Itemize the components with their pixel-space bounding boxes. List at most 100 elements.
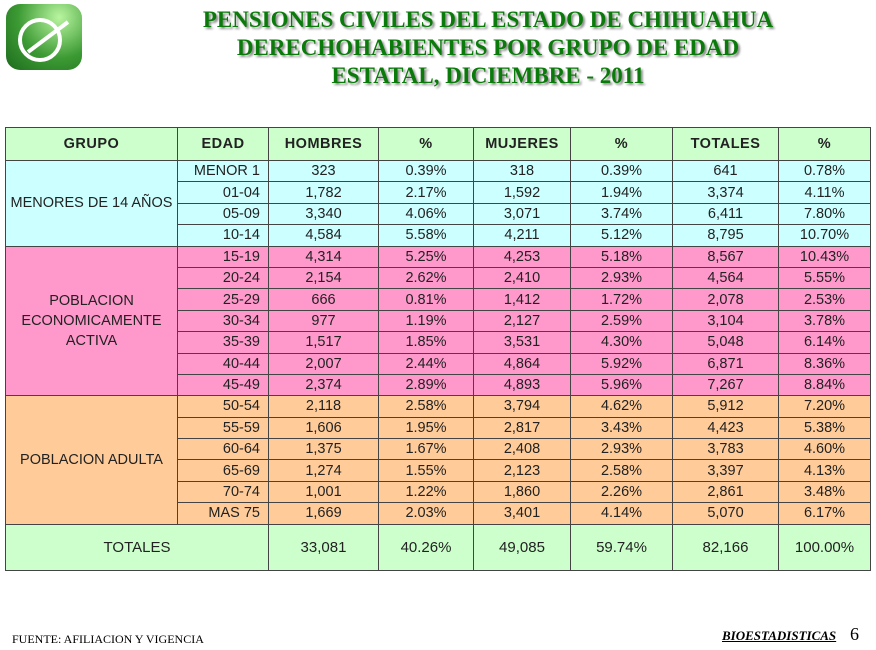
cell: 2,123	[473, 459, 571, 482]
logo	[6, 4, 82, 70]
cell: 20-24	[177, 266, 269, 290]
cell: 3.43%	[570, 416, 673, 440]
cell: 1,782	[268, 181, 379, 204]
cell: 3,397	[672, 459, 779, 482]
cell: 3,340	[268, 202, 379, 226]
column-header: EDAD	[177, 127, 269, 161]
cell: 35-39	[177, 331, 269, 354]
page-number: 6	[850, 624, 859, 644]
cell: 4,423	[672, 416, 779, 440]
cell: 2,374	[268, 373, 379, 397]
cell: 70-74	[177, 480, 269, 504]
column-header: TOTALES	[672, 127, 779, 161]
cell: 4,584	[268, 224, 379, 247]
cell: 1.72%	[570, 288, 673, 311]
group-label: POBLACION ADULTA	[5, 395, 178, 525]
department-label: BIOESTADISTICAS	[722, 628, 837, 643]
group-label: MENORES DE 14 AÑOS	[5, 160, 178, 247]
cell: 5.96%	[570, 373, 673, 397]
total-cell: TOTALES	[5, 523, 269, 571]
column-header: %	[378, 127, 474, 161]
table-row: 01-04 1,782 2.17% 1,592 1.94% 3,374 4.11%	[5, 181, 871, 204]
cell: 3.74%	[570, 202, 673, 226]
source-note: FUENTE: AFILIACION Y VIGENCIA	[12, 632, 204, 646]
cell: 1,375	[268, 438, 379, 461]
cell: 1.67%	[378, 438, 474, 461]
table-row: 70-74 1,001 1.22% 1,860 2.26% 2,861 3.48%	[5, 480, 871, 504]
cell: 1,274	[268, 459, 379, 482]
total-cell: 59.74%	[570, 523, 673, 571]
page-title: PENSIONES CIVILES DEL ESTADO DE CHIHUAHU…	[100, 6, 876, 90]
cell: 2,861	[672, 480, 779, 504]
cell: 1.95%	[378, 416, 474, 440]
cell: 1,412	[473, 288, 571, 311]
cell: 4.30%	[570, 331, 673, 354]
column-header: %	[778, 127, 871, 161]
cell: 10-14	[177, 224, 269, 247]
cell: 3,071	[473, 202, 571, 226]
table-row: 40-44 2,007 2.44% 4,864 5.92% 6,871 8.36%	[5, 352, 871, 375]
cell: 1,592	[473, 181, 571, 204]
cell: 3,104	[672, 309, 779, 333]
cell: 2.59%	[570, 309, 673, 333]
cell: 2,410	[473, 266, 571, 290]
cell: 4.06%	[378, 202, 474, 226]
cell: 7.20%	[778, 395, 871, 418]
cell: 4,564	[672, 266, 779, 290]
cell: 2.53%	[778, 288, 871, 311]
title-line: DERECHOHABIENTES POR GRUPO DE EDAD	[236, 35, 740, 60]
data-table: GRUPO EDAD HOMBRES% MUJERES% TOTALES% MENORES…	[5, 127, 871, 571]
cell: 5,070	[672, 502, 779, 525]
cell: 65-69	[177, 459, 269, 482]
cell: 4,864	[473, 352, 571, 375]
cell: 1.22%	[378, 480, 474, 504]
cell: 4.11%	[778, 181, 871, 204]
cell: 60-64	[177, 438, 269, 461]
cell: 2.44%	[378, 352, 474, 375]
cell: 5.92%	[570, 352, 673, 375]
cell: 318	[473, 159, 571, 183]
cell: 0.81%	[378, 288, 474, 311]
total-cell: 40.26%	[378, 523, 474, 571]
cell: 5,048	[672, 331, 779, 354]
cell: 1,860	[473, 480, 571, 504]
cell: 15-19	[177, 245, 269, 268]
cell: 2.93%	[570, 438, 673, 461]
cell: 1,517	[268, 331, 379, 354]
table-row: 10-14 4,584 5.58% 4,211 5.12% 8,795 10.70%	[5, 224, 871, 247]
cell: 5.18%	[570, 245, 673, 268]
cell: 30-34	[177, 309, 269, 333]
cell: 3,531	[473, 331, 571, 354]
cell: 0.78%	[778, 159, 871, 183]
cell: 5.55%	[778, 266, 871, 290]
table-row: MENORES DE 14 AÑOS MENOR 1 323 0.39% 318 0.39…	[5, 159, 871, 247]
cell: 50-54	[177, 395, 269, 418]
cell: 2.03%	[378, 502, 474, 525]
table-row: 60-64 1,375 1.67% 2,408 2.93% 3,783 4.60%	[5, 438, 871, 461]
cell: 6,411	[672, 202, 779, 226]
cell: 977	[268, 309, 379, 333]
cell: 05-09	[177, 202, 269, 226]
cell: 2,817	[473, 416, 571, 440]
cell: 666	[268, 288, 379, 311]
cell: 3,794	[473, 395, 571, 418]
cell: 7,267	[672, 373, 779, 397]
title-line: PENSIONES CIVILES DEL ESTADO DE CHIHUAHU…	[202, 7, 774, 32]
cell: 8.84%	[778, 373, 871, 397]
column-header: MUJERES	[473, 127, 571, 161]
cell: 2,007	[268, 352, 379, 375]
cell: 4,893	[473, 373, 571, 397]
cell: 1,001	[268, 480, 379, 504]
cell: 5.25%	[378, 245, 474, 268]
cell: 8,795	[672, 224, 779, 247]
cell: 0.39%	[378, 159, 474, 183]
cell: 4,314	[268, 245, 379, 268]
cell: MENOR 1	[177, 159, 269, 183]
cell: 2,154	[268, 266, 379, 290]
total-cell: 100.00%	[778, 523, 871, 571]
cell: 3,401	[473, 502, 571, 525]
title-line: ESTATAL, DICIEMBRE - 2011	[331, 63, 645, 88]
cell: 5.38%	[778, 416, 871, 440]
table-row: 55-59 1,606 1.95% 2,817 3.43% 4,423 5.38%	[5, 416, 871, 440]
total-cell: 82,166	[672, 523, 779, 571]
